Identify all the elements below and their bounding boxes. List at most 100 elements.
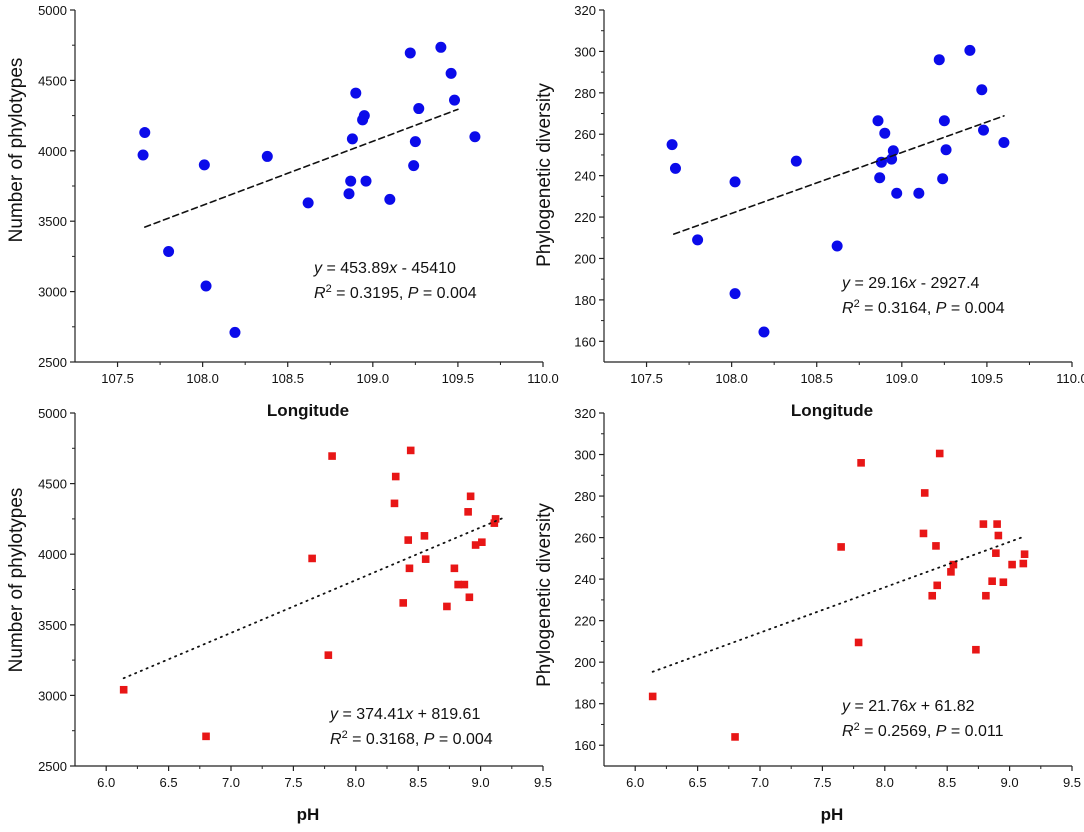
- y-tick-label: 160: [574, 738, 596, 753]
- data-point: [119, 685, 128, 694]
- y-tick-label: 200: [574, 251, 596, 266]
- x-tick-label: 110.0: [527, 371, 559, 386]
- data-point: [669, 162, 681, 174]
- data-point: [854, 638, 863, 647]
- data-point: [490, 519, 499, 527]
- y-tick-label: 4000: [38, 547, 67, 562]
- y-tick-label: 2500: [38, 759, 67, 774]
- data-point: [454, 580, 462, 589]
- data-point: [837, 543, 845, 551]
- data-point: [449, 94, 461, 106]
- y-tick-label: 4000: [38, 144, 67, 159]
- x-tick-label: 8.5: [938, 775, 956, 790]
- x-tick-label: 108.5: [271, 371, 304, 386]
- data-point: [731, 733, 739, 741]
- data-point: [435, 41, 447, 53]
- data-points: [137, 41, 481, 338]
- data-point: [891, 187, 903, 199]
- x-tick-label: 8.0: [876, 775, 894, 790]
- panel-longitude-diversity: 107.5 108.0 108.5 109.0 109.5 110.0 160 180 200 2…: [534, 3, 1084, 420]
- x-tick-label: 107.5: [630, 371, 663, 386]
- data-point: [420, 532, 429, 540]
- data-point: [874, 172, 886, 184]
- data-point: [198, 159, 210, 171]
- y-tick-label: 5000: [38, 406, 67, 421]
- data-point: [350, 87, 362, 99]
- y-tick-label: 160: [574, 334, 596, 349]
- data-point: [408, 160, 420, 172]
- data-point: [666, 139, 678, 151]
- data-point: [964, 44, 976, 56]
- y-axis-label: Number of phylotypes: [6, 58, 27, 243]
- panel-ph-diversity: 6.0 6.5 7.0 7.5 8.0 8.5 9.0 9.5 160 180 200 220 240 2…: [534, 406, 1081, 824]
- data-point: [933, 54, 945, 66]
- panel-longitude-phylotypes: 107.5 108.0 108.5 109.0 109.5 110.0 2500 3000 35…: [6, 3, 559, 420]
- x-tick-label: 6.0: [626, 775, 644, 790]
- data-point: [887, 145, 899, 157]
- data-point: [940, 144, 952, 156]
- data-point: [443, 602, 451, 611]
- x-tick-label: 8.5: [409, 775, 427, 790]
- data-point: [928, 591, 937, 600]
- y-tick-label: 180: [574, 293, 596, 308]
- data-point: [919, 529, 928, 538]
- data-point: [409, 136, 421, 148]
- data-point: [404, 47, 416, 59]
- x-tick-label: 109.0: [357, 371, 390, 386]
- data-point: [328, 452, 336, 460]
- x-tick-label: 9.5: [1063, 775, 1081, 790]
- data-point: [993, 520, 1001, 528]
- data-point: [261, 150, 273, 162]
- x-tick-label: 108.0: [186, 371, 219, 386]
- y-tick-label: 300: [574, 448, 596, 463]
- data-point: [464, 508, 472, 516]
- regression-equation: y = 374.41x + 819.61: [329, 706, 480, 723]
- data-point: [302, 197, 314, 209]
- panel-ph-phylotypes: 6.0 6.5 7.0 7.5 8.0 8.5 9.0 9.5 2500 3000 3500 4000…: [6, 406, 552, 824]
- x-tick-label: 7.5: [284, 775, 302, 790]
- x-tick-label: 7.0: [222, 775, 240, 790]
- x-tick-label: 108.0: [715, 371, 748, 386]
- data-point: [358, 110, 370, 122]
- data-point: [879, 127, 891, 139]
- y-tick-label: 200: [574, 655, 596, 670]
- data-point: [469, 131, 481, 143]
- data-point: [360, 175, 372, 187]
- data-point: [399, 599, 408, 607]
- regression-stats: R2 = 0.3195, P = 0.004: [314, 283, 477, 302]
- data-point: [982, 591, 990, 600]
- data-point: [465, 593, 474, 602]
- regression-stats: R2 = 0.3168, P = 0.004: [330, 729, 493, 748]
- data-point: [872, 115, 884, 127]
- x-axis-label: pH: [297, 805, 320, 824]
- data-point: [979, 520, 988, 528]
- data-point: [933, 581, 942, 590]
- data-point: [692, 234, 704, 246]
- data-point: [999, 578, 1008, 587]
- regression-fit-line: [651, 536, 1023, 673]
- data-point: [390, 499, 399, 508]
- x-tick-label: 109.5: [971, 371, 1004, 386]
- x-tick-label: 6.5: [689, 775, 707, 790]
- y-tick-label: 240: [574, 572, 596, 587]
- data-point: [139, 126, 151, 138]
- data-point: [308, 554, 316, 563]
- data-point: [405, 564, 414, 573]
- data-point: [478, 538, 486, 546]
- data-point: [345, 175, 357, 187]
- x-tick-label: 109.5: [442, 371, 475, 386]
- data-point: [1020, 550, 1029, 558]
- y-tick-label: 5000: [38, 3, 67, 18]
- x-tick-label: 7.5: [813, 775, 831, 790]
- x-tick-label: 9.5: [534, 775, 552, 790]
- data-point: [992, 549, 1000, 557]
- y-tick-label: 4500: [38, 73, 67, 88]
- regression-stats: R2 = 0.3164, P = 0.004: [842, 298, 1005, 317]
- data-point: [445, 67, 457, 79]
- data-point: [491, 515, 500, 523]
- regression-equation: y = 21.76x + 61.82: [841, 698, 975, 715]
- x-axis-label: Longitude: [791, 401, 873, 420]
- y-tick-label: 320: [574, 406, 596, 421]
- data-point: [384, 193, 396, 205]
